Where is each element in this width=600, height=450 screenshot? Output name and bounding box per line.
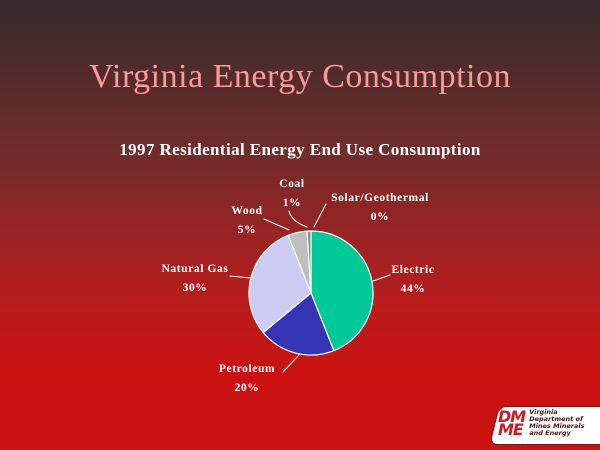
pie-label-petroleum-name: Petroleum <box>218 363 276 375</box>
leader-line-solar-geothermal <box>313 203 327 228</box>
pie-slice-petroleum <box>262 292 335 356</box>
leader-line-coal <box>288 210 308 228</box>
slide-title: Virginia Energy Consumption <box>89 58 511 95</box>
logo-acronym-line2: ME <box>498 420 524 439</box>
pie-label-natural-gas-value: 30% <box>182 282 208 294</box>
pie-slices <box>248 230 374 356</box>
pie-slice-electric <box>310 230 374 352</box>
pie-label-electric-value: 44% <box>400 283 426 295</box>
leader-line-electric <box>372 274 391 282</box>
chart-title: 1997 Residential Energy End Use Consumpt… <box>119 140 481 159</box>
logo-acronym-line1: DM <box>498 407 526 426</box>
pie-label-petroleum: Petroleum 20% <box>197 360 297 398</box>
logo-text-line3: Mines Minerals <box>529 422 585 430</box>
pie-label-wood-value: 5% <box>237 224 257 236</box>
pie-label-natural-gas-name: Natural Gas <box>161 263 229 275</box>
pie-label-coal: Coal 1% <box>262 175 322 213</box>
logo-text-line1: Virginia <box>529 408 558 416</box>
leader-line-wood <box>263 218 290 231</box>
pie-label-electric: Electric 44% <box>363 261 463 299</box>
leader-lines <box>229 203 391 373</box>
pie-label-petroleum-value: 20% <box>234 382 260 394</box>
pie-label-coal-name: Coal <box>279 178 305 190</box>
logo-text-line4: and Energy <box>529 429 571 437</box>
leader-line-petroleum <box>282 354 300 373</box>
dmme-logo: DM ME Virginia Department of Mines Miner… <box>489 406 600 445</box>
pie-label-wood: Wood 5% <box>215 202 279 240</box>
pie-label-electric-name: Electric <box>391 264 435 276</box>
pie-slice-natural-gas <box>248 234 312 334</box>
pie-slice-coal <box>306 230 312 294</box>
pie-label-wood-name: Wood <box>231 205 263 217</box>
pie-label-solar-value: 0% <box>370 211 390 223</box>
logo-acronym: DM ME <box>498 407 526 439</box>
pie-label-solar-name: Solar/Geothermal <box>331 192 429 204</box>
pie-label-solar-geothermal: Solar/Geothermal 0% <box>310 189 450 227</box>
pie-label-natural-gas: Natural Gas 30% <box>145 260 245 298</box>
pie-label-coal-value: 1% <box>282 197 302 209</box>
leader-line-natural-gas <box>229 275 251 279</box>
logo-text: Virginia Department of Mines Minerals an… <box>529 409 584 437</box>
logo-text-line2: Department of <box>529 415 583 423</box>
